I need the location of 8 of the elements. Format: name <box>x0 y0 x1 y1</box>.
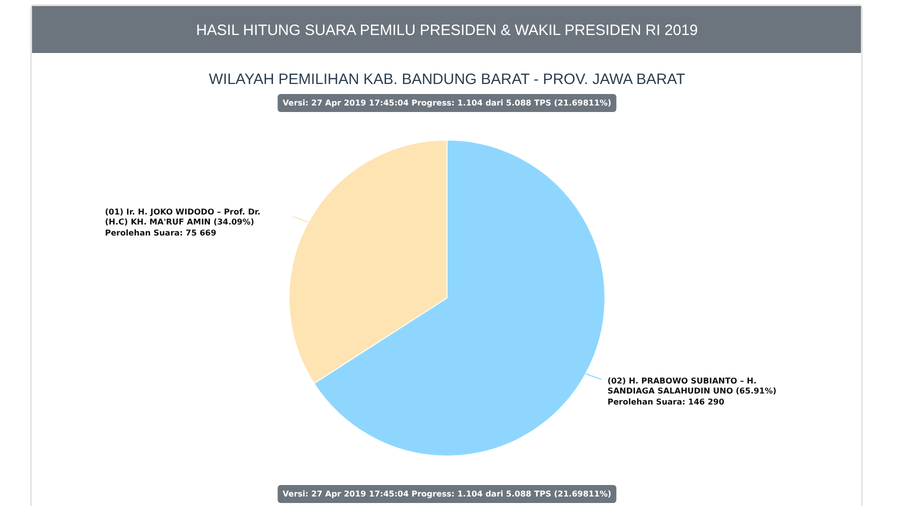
slice-label: (01) Ir. H. JOKO WIDODO – Prof. Dr. (H.C) KH. MA'RUF AMIN (34.09%) <box>105 208 260 227</box>
chart-subtitle: WILAYAH PEMILIHAN KAB. BANDUNG BARAT - PROV. JAWA BARAT <box>208 71 686 88</box>
data-label: Perolehan Suara: 146 290 <box>607 397 725 406</box>
text: Versi: 27 Apr 2019 17:45:04 Progress: 1.104 dari 5.088 TPS (21.69811%) <box>282 98 612 108</box>
chart-title: HASIL HITUNG SUARA PEMILU PRESIDEN & WAKIL PRESIDEN RI 2019 <box>196 22 698 39</box>
text: Versi: 27 Apr 2019 17:45:04 Progress: 1.104 dari 5.088 TPS (21.69811%) <box>282 490 612 498</box>
slice-label: (02) H. PRABOWO SUBIANTO – H. SANDIAGA SALAHUDIN UNO (65.91%) <box>607 376 776 396</box>
data-label: Perolehan Suara: 75 669 <box>105 228 217 238</box>
